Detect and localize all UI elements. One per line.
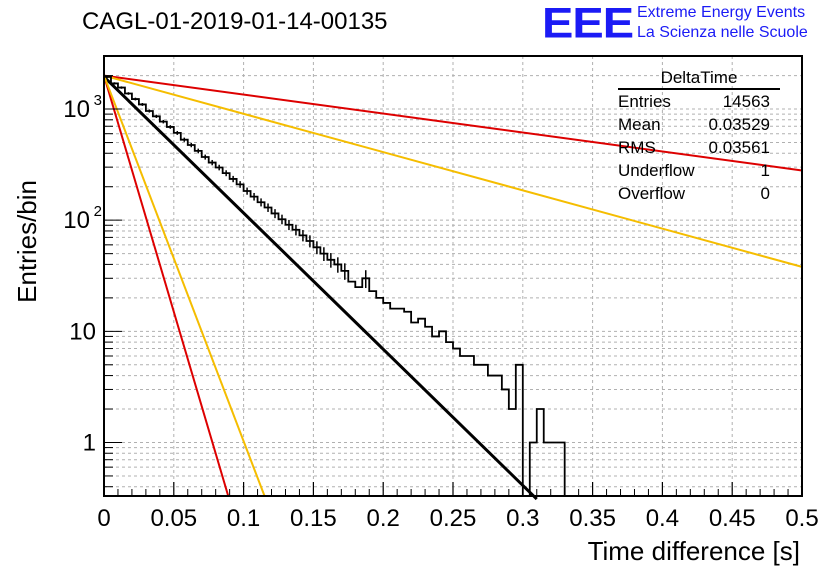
stats-box: DeltaTime Entries 14563 Mean 0.03529 RMS… (612, 68, 782, 205)
y-tick-exponent: 3 (94, 92, 102, 109)
red-line (103, 74, 803, 172)
stats-label: Entries (618, 92, 671, 111)
stats-label: Mean (618, 115, 661, 134)
yellow-line (103, 74, 803, 268)
stats-row-rms: RMS 0.03561 (612, 136, 782, 159)
lines-layer (102, 74, 803, 501)
y-tick-label: 10 (69, 318, 96, 345)
stats-value: 0.03529 (708, 115, 770, 134)
stats-value: 0.03561 (708, 138, 770, 157)
stats-value: 14563 (722, 92, 770, 111)
y-tick-exponent: 2 (94, 203, 102, 220)
y-tick-label: 1 (83, 429, 96, 456)
red-line (103, 75, 230, 497)
x-axis-label: Time difference [s] (588, 536, 800, 566)
stats-row-mean: Mean 0.03529 (612, 113, 782, 136)
x-tick-label: 0.5 (785, 505, 818, 532)
stats-value: 1 (760, 161, 770, 180)
x-tick-label: 0.4 (646, 505, 679, 532)
eee-logo: EEE (542, 0, 634, 47)
x-tick-label: 0.35 (569, 505, 616, 532)
yellow-line (103, 75, 266, 497)
grid-layer (103, 55, 803, 496)
stats-row-overflow: Overflow 0 (612, 182, 782, 205)
ticks-layer (103, 55, 803, 496)
x-tick-label: 0 (97, 505, 110, 532)
x-tick-label: 0.3 (506, 505, 539, 532)
logo-subtitle-line1: Extreme Energy Events (637, 4, 806, 21)
y-tick-label: 10 (63, 96, 90, 123)
stats-label: RMS (618, 138, 656, 157)
stats-label: Underflow (618, 161, 695, 180)
stats-row-underflow: Underflow 1 (612, 159, 782, 182)
page-title: CAGL-01-2019-01-14-00135 (82, 8, 388, 35)
x-tick-label: 0.2 (367, 505, 400, 532)
stats-row-entries: Entries 14563 (612, 90, 782, 113)
stats-value: 0 (760, 184, 770, 203)
y-tick-label: 10 (63, 207, 90, 234)
logo-subtitle-line2: La Scienza nelle Scuole (637, 24, 808, 41)
stats-label: Overflow (618, 184, 686, 203)
y-axis-label: Entries/bin (12, 180, 42, 303)
labels-layer: 0 0.05 0.1 0.15 0.2 0.25 0.3 0.35 0.4 0.45 0.51101… (63, 92, 818, 532)
x-tick-label: 0.25 (430, 505, 477, 532)
stats-title: DeltaTime (618, 68, 780, 90)
x-tick-label: 0.05 (150, 505, 197, 532)
fit-line (102, 75, 538, 501)
x-tick-label: 0.15 (290, 505, 337, 532)
x-tick-label: 0.1 (227, 505, 260, 532)
x-tick-label: 0.45 (709, 505, 756, 532)
